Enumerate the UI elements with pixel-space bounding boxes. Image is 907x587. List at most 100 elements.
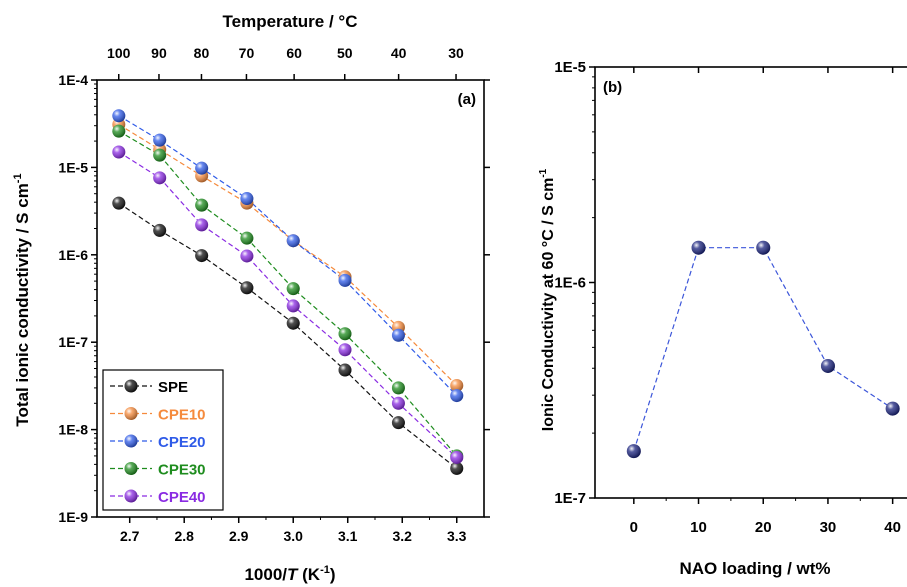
- y-tick-label-a: 1E-8: [58, 422, 88, 438]
- y-tick-label-b: 1E-6: [554, 275, 586, 292]
- series-line-cpe30: [118, 130, 458, 457]
- panel-a: 1E-9 1E-8 1E-7 1E-6 1E-5 1E-4 2.7 2.8 2.9 3.0 3.1…: [12, 12, 490, 584]
- x-axis-a: 2.7 2.8 2.9 3.0 3.1 3.2 3.3: [120, 517, 467, 544]
- y-tick-label-b: 1E-7: [554, 490, 586, 507]
- top-tick-label: 30: [448, 45, 464, 61]
- point-spe: [153, 223, 167, 237]
- legend-marker-cpe20-shine: [124, 434, 138, 448]
- point-cpe20: [112, 109, 126, 123]
- top-tick-label: 40: [391, 45, 407, 61]
- point-cpe20: [450, 389, 464, 403]
- point-cpe40-shine: [338, 343, 352, 357]
- x-tick-label-a: 3.0: [283, 528, 303, 544]
- top-tick-label: 100: [107, 45, 131, 61]
- series-line-spe: [118, 202, 458, 469]
- point-b: [820, 358, 835, 373]
- point-spe: [338, 363, 352, 377]
- point-b: [691, 240, 706, 255]
- point-cpe20: [153, 133, 167, 147]
- point-b-shine: [691, 240, 706, 255]
- point-cpe20-shine: [450, 389, 464, 403]
- legend-marker-cpe10: [124, 407, 138, 420]
- point-spe: [195, 249, 209, 263]
- plot-frame-a: [96, 79, 485, 518]
- x-tick-label-b: 10: [690, 519, 707, 536]
- y-tick-label-a: 1E-5: [58, 159, 88, 175]
- y-label-main-b: Ionic Conductivity at 60 °C / S cm: [540, 178, 557, 432]
- point-cpe40: [195, 218, 209, 232]
- y-axis-label-a: Total ionic conductivity / S cm-1: [12, 173, 32, 426]
- point-cpe30-shine: [286, 282, 300, 296]
- point-b-shine: [820, 358, 835, 373]
- legend-box-a: [102, 369, 224, 511]
- point-cpe30-shine: [338, 327, 352, 341]
- y-label-sup-a: -1: [12, 173, 24, 183]
- top-tick-label: 70: [239, 45, 255, 61]
- legend-label-cpe40: CPE40: [158, 489, 206, 506]
- point-spe: [112, 196, 126, 210]
- point-cpe30: [240, 231, 254, 245]
- legend-marker-spe: [124, 379, 138, 393]
- point-spe-shine: [286, 316, 300, 330]
- point-cpe30: [153, 148, 167, 162]
- legend-marker-cpe30: [124, 462, 138, 475]
- y-tick-label-a: 1E-9: [58, 509, 88, 525]
- point-cpe20-shine: [240, 192, 254, 206]
- point-cpe30: [391, 381, 405, 395]
- top-tick-label: 80: [194, 45, 210, 61]
- x-tick-label-b: 40: [884, 519, 901, 536]
- legend-label-cpe10: CPE10: [158, 407, 206, 424]
- point-cpe30: [338, 327, 352, 341]
- point-spe-shine: [450, 461, 464, 475]
- panel-b: 1E-7 1E-6 1E-5 0 10 20 30 40 (b) NAO loading /…: [538, 59, 907, 578]
- x-tick-label-b: 30: [820, 519, 837, 536]
- point-b-shine: [626, 444, 641, 459]
- top-tick-label: 60: [286, 45, 302, 61]
- point-b-shine: [756, 240, 771, 255]
- x-tick-label-a: 2.7: [120, 528, 140, 544]
- x-tick-label-a: 3.1: [338, 528, 358, 544]
- x-tick-label-b: 20: [755, 519, 772, 536]
- x-label-sup: -1: [320, 564, 330, 576]
- top-tick-label: 90: [151, 45, 167, 61]
- point-spe: [391, 416, 405, 430]
- point-cpe40: [391, 396, 405, 410]
- x-label-post: ): [330, 565, 336, 584]
- legend-marker-spe-shine: [124, 379, 138, 393]
- point-cpe20: [240, 192, 254, 206]
- y-label-sup-b: -1: [538, 168, 549, 177]
- point-cpe30: [195, 198, 209, 212]
- point-cpe20-shine: [286, 234, 300, 248]
- panel-label-b: (b): [603, 79, 622, 96]
- point-b: [756, 240, 771, 255]
- legend-marker-cpe10-shine: [124, 407, 138, 420]
- point-cpe20: [286, 234, 300, 248]
- series-line-cpe20: [118, 115, 458, 397]
- plot-frame-b: [594, 66, 907, 499]
- point-cpe20-shine: [112, 109, 126, 123]
- point-cpe40-shine: [391, 396, 405, 410]
- point-cpe40-shine: [153, 171, 167, 185]
- x-axis-b: 0 10 20 30 40: [630, 67, 901, 536]
- point-cpe40: [240, 249, 254, 263]
- point-b-shine: [885, 401, 900, 416]
- point-cpe20-shine: [391, 328, 405, 342]
- point-cpe30: [112, 124, 126, 138]
- point-cpe40: [153, 171, 167, 185]
- x-tick-label-a: 3.2: [393, 528, 413, 544]
- series-group-b: [626, 240, 900, 459]
- point-spe: [240, 281, 254, 295]
- point-cpe20-shine: [338, 273, 352, 287]
- point-cpe20: [391, 328, 405, 342]
- point-cpe10-shine: [450, 378, 464, 392]
- point-cpe40: [338, 343, 352, 357]
- y-axis-a: 1E-9 1E-8 1E-7 1E-6 1E-5 1E-4: [58, 72, 490, 525]
- x-axis-label-b: NAO loading / wt%: [679, 559, 830, 578]
- point-spe: [450, 461, 464, 475]
- point-spe: [286, 316, 300, 330]
- x-axis-label-a: 1000/T (K-1): [244, 564, 335, 584]
- point-spe-shine: [195, 249, 209, 263]
- point-cpe40-shine: [286, 299, 300, 313]
- x-label-unit: (K: [297, 565, 320, 584]
- y-tick-label-a: 1E-4: [58, 72, 88, 88]
